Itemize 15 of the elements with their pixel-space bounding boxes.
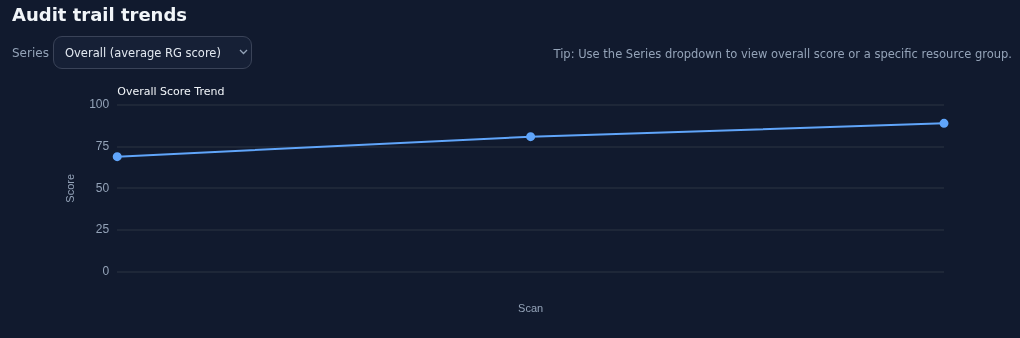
- y-tick-label: 100: [89, 97, 110, 112]
- y-tick-label: 50: [95, 180, 110, 195]
- chart-subtitle: Overall Score Trend: [117, 85, 225, 98]
- point: [112, 152, 122, 162]
- text: Overall (average RG score): [53, 36, 252, 69]
- text: Tip: Use the Series dropdown to view overall score or a specific resource group.: [553, 47, 1012, 61]
- point: [939, 118, 949, 128]
- y-tick-label: 75: [95, 138, 110, 153]
- y-axis-title: Score: [63, 173, 76, 203]
- chart-title: Audit trail trends: [12, 4, 188, 25]
- y-tick-label: 25: [95, 222, 110, 237]
- y-tick-label: 0: [102, 263, 110, 278]
- point: [526, 132, 536, 142]
- x-axis-title: Scan: [518, 302, 544, 315]
- text: Series: [12, 46, 49, 60]
